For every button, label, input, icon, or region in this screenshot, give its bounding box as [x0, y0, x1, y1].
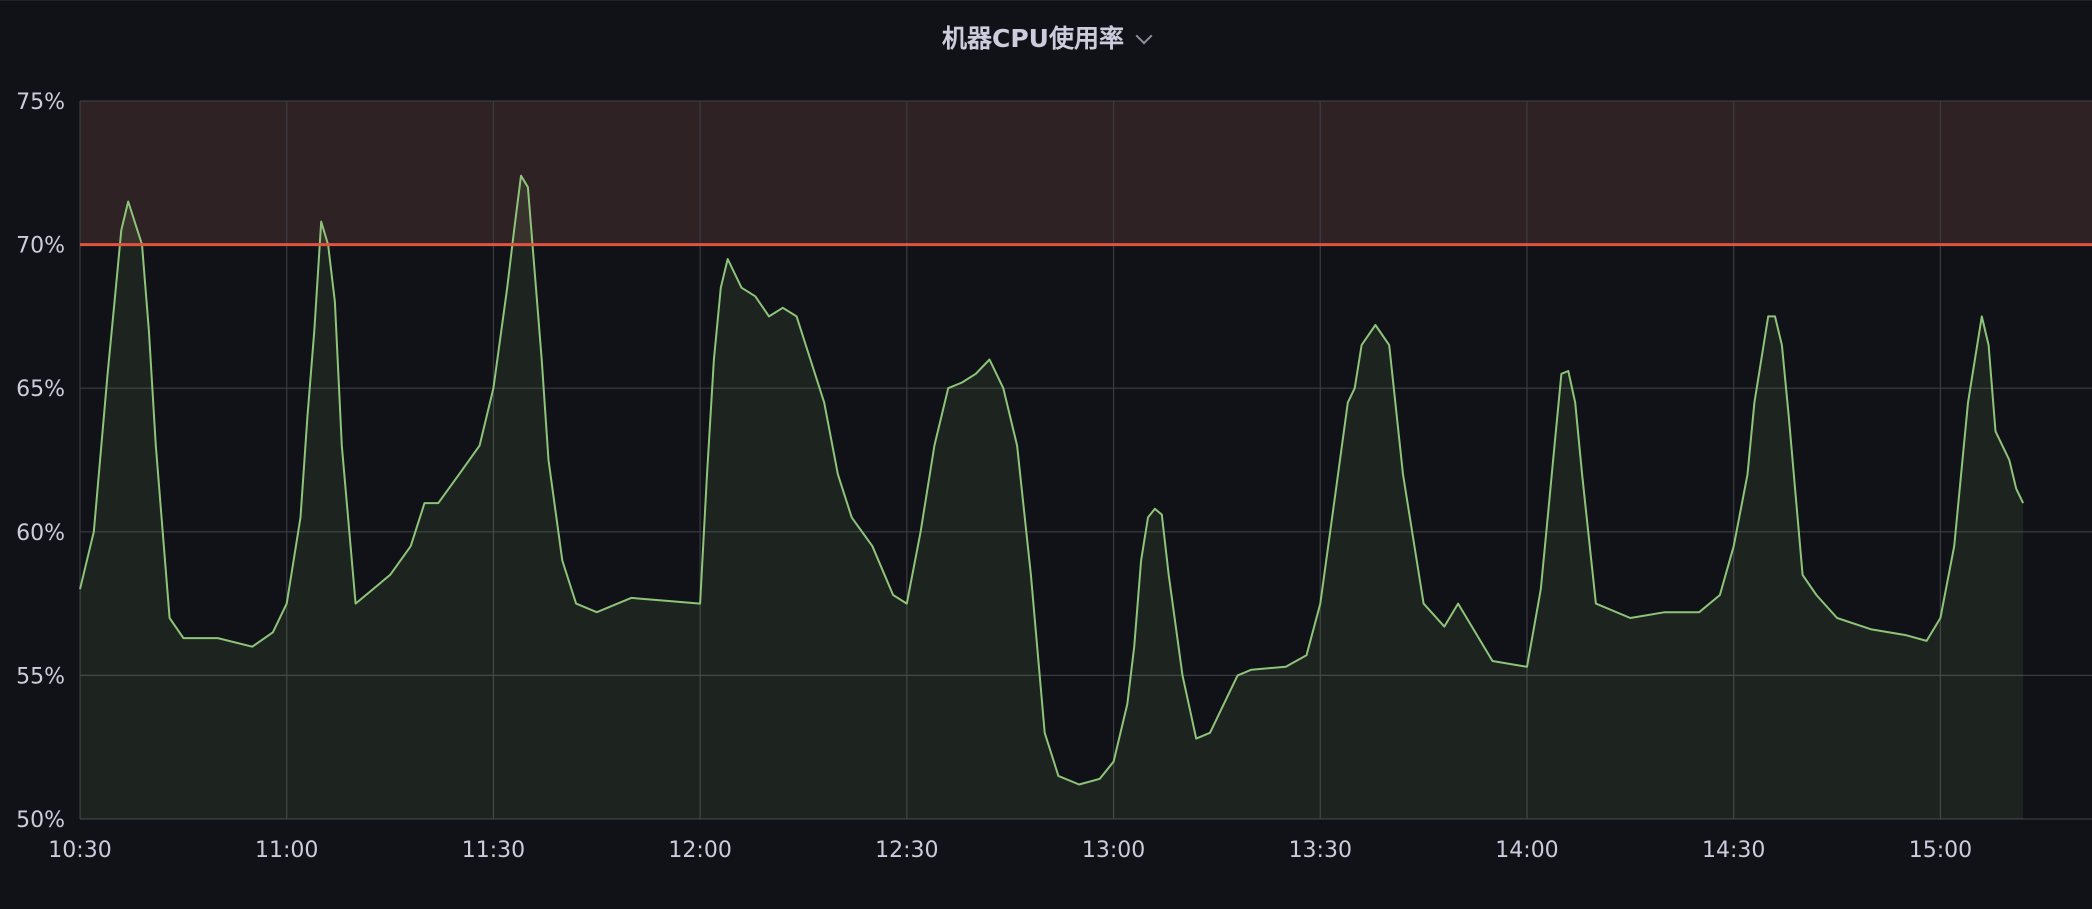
x-tick-label: 15:00 [1909, 838, 1972, 863]
y-tick-label: 55% [16, 664, 65, 689]
x-tick-label: 11:30 [462, 838, 525, 863]
x-tick-label: 10:30 [48, 838, 111, 863]
x-tick-label: 12:00 [668, 838, 731, 863]
panel-title: 机器CPU使用率 [942, 24, 1124, 53]
x-tick-label: 14:30 [1702, 838, 1765, 863]
threshold-region [80, 101, 2092, 245]
panel-title-menu[interactable]: 机器CPU使用率 [0, 19, 2092, 55]
y-tick-label: 60% [16, 521, 65, 546]
y-tick-label: 70% [16, 234, 65, 259]
x-tick-label: 13:30 [1289, 838, 1352, 863]
y-tick-label: 75% [16, 90, 65, 115]
y-tick-label: 50% [16, 808, 65, 833]
x-tick-label: 13:00 [1082, 838, 1145, 863]
x-tick-label: 14:00 [1495, 838, 1558, 863]
x-tick-label: 12:30 [875, 838, 938, 863]
y-tick-label: 65% [16, 377, 65, 402]
series-area [80, 175, 2024, 819]
x-tick-label: 11:00 [255, 838, 318, 863]
series-line [79, 174, 2025, 786]
